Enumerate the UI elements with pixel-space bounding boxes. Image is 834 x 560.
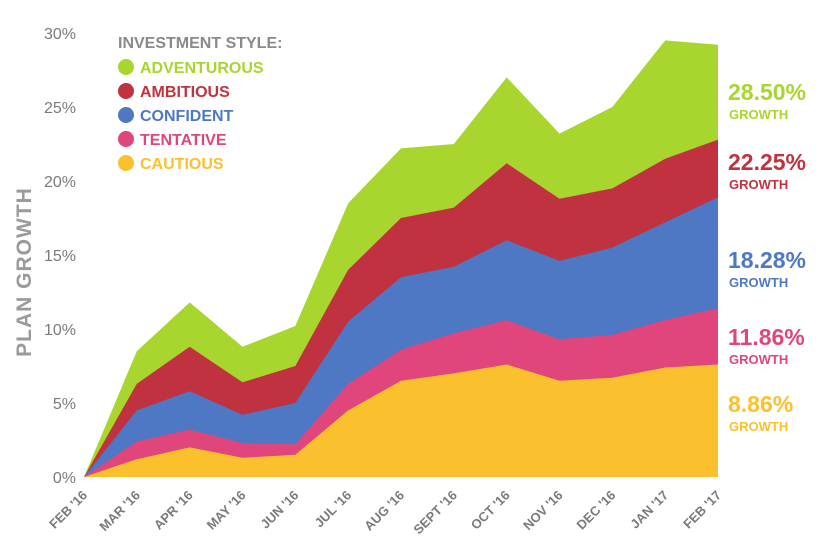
x-axis-ticks: FEB '16 MAR '16 APR '16 MAY '16 JUN '16 JUL '…	[46, 488, 724, 538]
end-sub-adventurous: GROWTH	[729, 107, 788, 122]
end-sub-tentative: GROWTH	[729, 352, 788, 367]
end-sub-confident: GROWTH	[729, 275, 788, 290]
end-value-confident: 18.28%	[728, 247, 806, 273]
y-tick-label: 25%	[44, 100, 76, 117]
x-tick-label: AUG '16	[361, 488, 407, 534]
end-sub-ambitious: GROWTH	[729, 177, 788, 192]
y-tick-label: 15%	[44, 248, 76, 265]
y-tick-label: 5%	[53, 396, 76, 413]
legend: ADVENTUROUS AMBITIOUS CONFIDENT TENTATIVE CA…	[118, 59, 264, 173]
x-tick-label: DEC '16	[573, 488, 618, 533]
x-tick-label: MAR '16	[96, 488, 143, 535]
x-tick-label: NOV '16	[520, 488, 565, 533]
legend-title: INVESTMENT STYLE:	[118, 35, 282, 52]
x-tick-label: APR '16	[151, 488, 196, 533]
x-tick-label: SEPT '16	[410, 488, 460, 538]
x-tick-label: OCT '16	[468, 488, 513, 533]
end-value-tentative: 11.86%	[728, 324, 805, 350]
legend-swatch-ambitious	[118, 83, 134, 99]
area-layers	[84, 40, 718, 478]
end-value-cautious: 8.86%	[728, 391, 793, 417]
end-labels: 8.86% GROWTH 11.86% GROWTH 18.28% GROWTH 22.25…	[728, 79, 806, 434]
y-axis-ticks: 0% 5% 10% 15% 20% 25% 30%	[44, 26, 76, 487]
y-tick-label: 10%	[44, 322, 76, 339]
legend-label-tentative: TENTATIVE	[140, 132, 227, 149]
x-tick-label: FEB '16	[46, 488, 90, 532]
legend-label-confident: CONFIDENT	[140, 108, 234, 125]
x-tick-label: JUL '16	[312, 488, 355, 531]
legend-swatch-adventurous	[118, 59, 134, 75]
x-tick-label: JUN '16	[257, 488, 301, 532]
legend-swatch-confident	[118, 107, 134, 123]
legend-swatch-tentative	[118, 131, 134, 147]
area-cautious	[84, 364, 718, 477]
end-value-adventurous: 28.50%	[728, 79, 806, 105]
legend-label-cautious: CAUTIOUS	[140, 156, 224, 173]
x-tick-label: MAY '16	[204, 488, 249, 533]
legend-swatch-cautious	[118, 155, 134, 171]
y-tick-label: 30%	[44, 26, 76, 43]
y-axis-label: PLAN GROWTH	[13, 187, 36, 357]
legend-label-ambitious: AMBITIOUS	[140, 84, 230, 101]
end-sub-cautious: GROWTH	[729, 419, 788, 434]
y-tick-label: 0%	[53, 470, 76, 487]
x-tick-label: FEB '17	[680, 488, 724, 532]
end-value-ambitious: 22.25%	[728, 149, 806, 175]
legend-label-adventurous: ADVENTUROUS	[140, 60, 264, 77]
x-tick-label: JAN '17	[627, 488, 671, 532]
y-tick-label: 20%	[44, 174, 76, 191]
